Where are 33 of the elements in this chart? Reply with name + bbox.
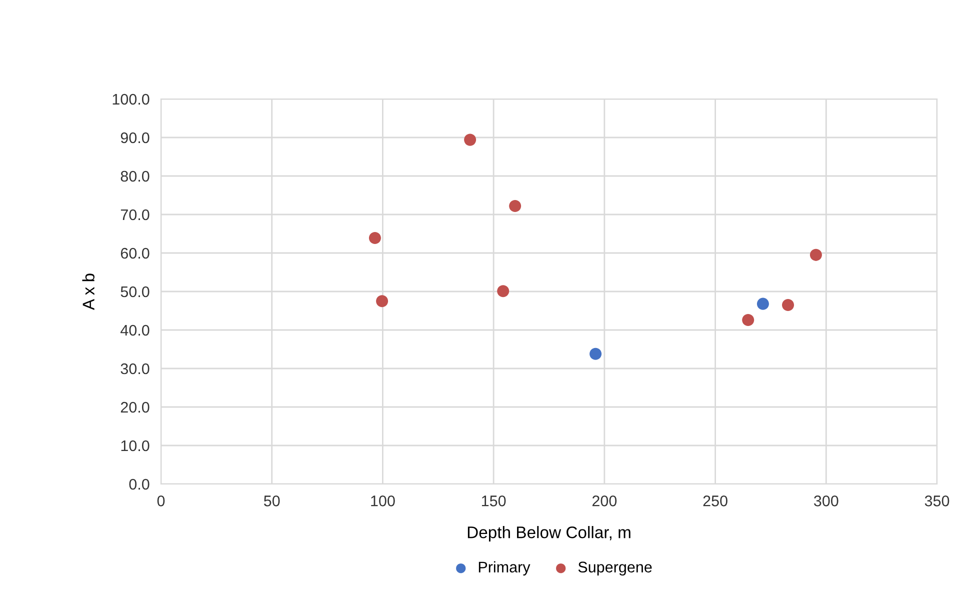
x-axis-title: Depth Below Collar, m: [468, 526, 630, 542]
y-axis-title: A x b: [82, 274, 94, 310]
point: [376, 295, 388, 308]
x-tick-label: 50: [264, 496, 280, 506]
point: [464, 134, 476, 146]
legend-label: Primary: [478, 561, 530, 576]
legend-label: Supergene: [578, 562, 652, 576]
point: [497, 285, 510, 298]
y-tick-label: 10.0: [121, 440, 150, 452]
x-tick-label: 250: [703, 496, 728, 506]
y-tick-label: 70.0: [120, 209, 150, 220]
y-tick-label: 30.0: [120, 363, 150, 374]
y-tick-label: 0.0: [129, 478, 150, 490]
point: [590, 348, 602, 360]
x-tick-label: 350: [924, 496, 950, 506]
x-tick-label: 200: [592, 496, 617, 506]
y-tick-label: 20.0: [120, 402, 150, 413]
y-tick-label: 50.0: [120, 286, 150, 298]
x-tick-label: 0: [157, 496, 165, 506]
x-tick-label: 150: [482, 496, 506, 506]
y-tick-label: 100.0: [112, 94, 150, 105]
point: [756, 298, 769, 310]
point: [742, 314, 754, 326]
y-tick-label: 60.0: [120, 248, 150, 259]
point: [509, 200, 522, 212]
x-tick-label: 100: [371, 496, 395, 506]
point: [810, 248, 822, 261]
point: [782, 298, 794, 311]
y-tick-label: 80.0: [120, 170, 150, 182]
point: [368, 232, 381, 244]
x-tick-label: 300: [814, 496, 838, 506]
y-tick-label: 90.0: [120, 132, 150, 144]
y-tick-label: 40.0: [120, 324, 150, 336]
